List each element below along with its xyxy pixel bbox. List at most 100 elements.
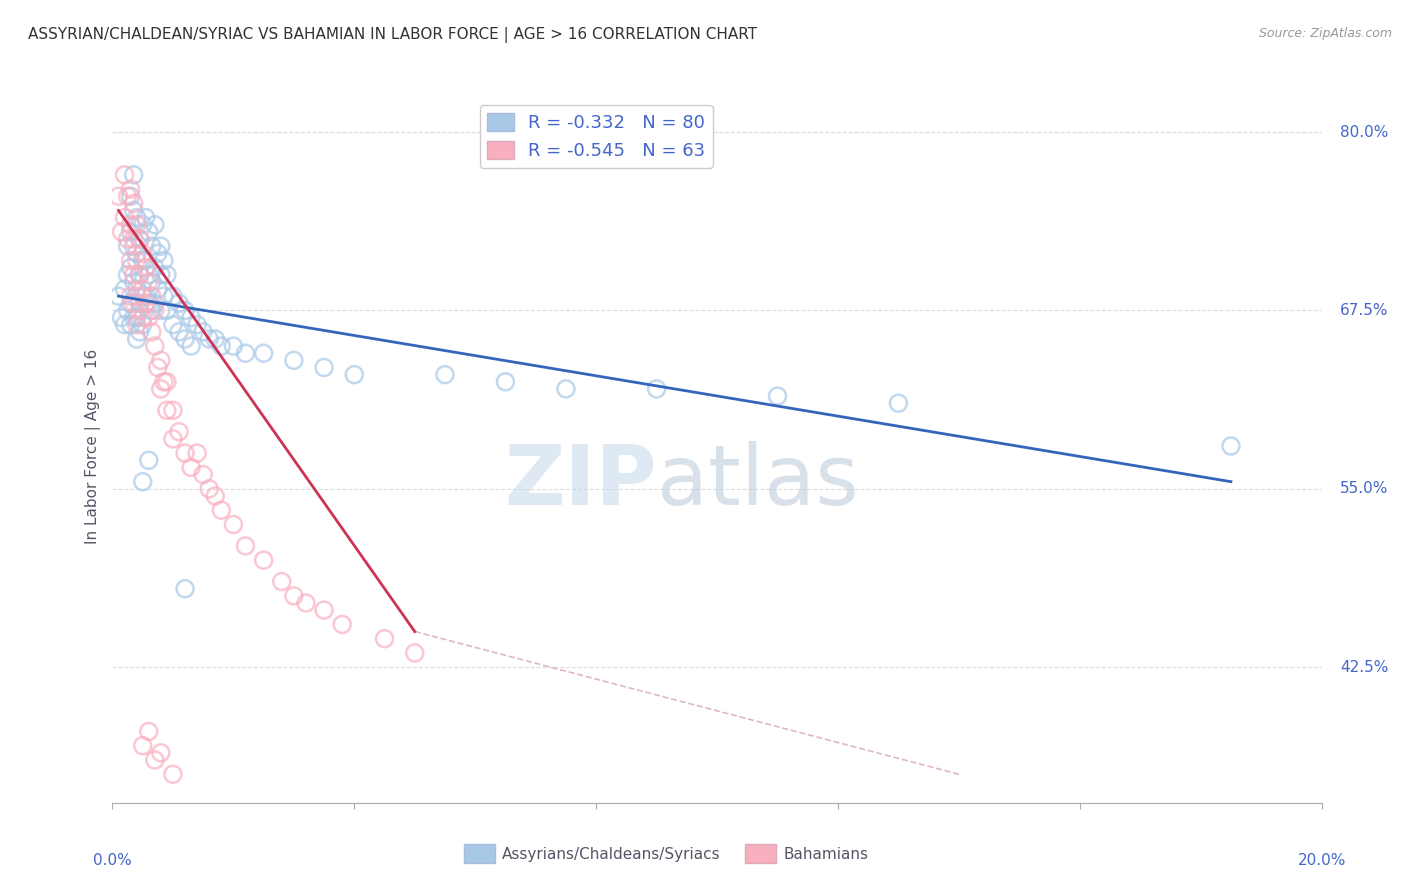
Point: [180, 310, 202, 325]
Point: [132, 282, 155, 296]
Legend: R = -0.332   N = 80, R = -0.545   N = 63: R = -0.332 N = 80, R = -0.545 N = 63: [479, 105, 713, 168]
Point: [120, 260, 142, 275]
Point: [198, 332, 221, 346]
Point: [235, 539, 257, 553]
Point: [128, 268, 150, 282]
Point: [125, 289, 148, 303]
Point: [110, 225, 132, 239]
Point: [222, 339, 245, 353]
Point: [135, 211, 157, 225]
Point: [343, 368, 366, 382]
Text: 67.5%: 67.5%: [1340, 303, 1388, 318]
Y-axis label: In Labor Force | Age > 16: In Labor Force | Age > 16: [86, 349, 101, 543]
Point: [180, 339, 202, 353]
Point: [122, 168, 145, 182]
Point: [198, 482, 221, 496]
Point: [132, 310, 155, 325]
Text: atlas: atlas: [657, 442, 858, 522]
Point: [138, 268, 160, 282]
Point: [117, 189, 139, 203]
Point: [135, 260, 157, 275]
Point: [209, 503, 232, 517]
Point: [125, 332, 148, 346]
Point: [314, 360, 336, 375]
Point: [122, 196, 145, 211]
Point: [143, 260, 166, 275]
Point: [554, 382, 576, 396]
Point: [204, 489, 226, 503]
Point: [766, 389, 789, 403]
Point: [141, 275, 163, 289]
Point: [132, 246, 155, 260]
Point: [156, 403, 179, 417]
Point: [174, 582, 197, 596]
Text: ASSYRIAN/CHALDEAN/SYRIAC VS BAHAMIAN IN LABOR FORCE | AGE > 16 CORRELATION CHART: ASSYRIAN/CHALDEAN/SYRIAC VS BAHAMIAN IN …: [28, 27, 758, 43]
Point: [149, 268, 172, 282]
Point: [138, 453, 160, 467]
Point: [404, 646, 426, 660]
Point: [295, 596, 318, 610]
Point: [125, 282, 148, 296]
Point: [374, 632, 396, 646]
Point: [174, 303, 197, 318]
Point: [495, 375, 517, 389]
Point: [114, 318, 136, 332]
Point: [120, 182, 142, 196]
Point: [120, 253, 142, 268]
Point: [125, 246, 148, 260]
Point: [167, 325, 190, 339]
Point: [191, 467, 215, 482]
Point: [132, 475, 155, 489]
Point: [167, 296, 190, 310]
Point: [120, 218, 142, 232]
Point: [132, 218, 155, 232]
Point: [125, 318, 148, 332]
Point: [135, 253, 157, 268]
Point: [153, 375, 176, 389]
Point: [1220, 439, 1243, 453]
Point: [107, 189, 129, 203]
Point: [156, 375, 179, 389]
Point: [128, 303, 150, 318]
Point: [180, 460, 202, 475]
Point: [253, 346, 276, 360]
Point: [270, 574, 292, 589]
Point: [135, 289, 157, 303]
Point: [114, 211, 136, 225]
Point: [143, 296, 166, 310]
Point: [122, 310, 145, 325]
Point: [174, 446, 197, 460]
Point: [209, 339, 232, 353]
Point: [132, 253, 155, 268]
Point: [186, 318, 208, 332]
Point: [120, 318, 142, 332]
Point: [153, 289, 176, 303]
Point: [122, 203, 145, 218]
Point: [138, 310, 160, 325]
Point: [887, 396, 910, 410]
Point: [204, 332, 226, 346]
Point: [141, 239, 163, 253]
Point: [162, 318, 184, 332]
Point: [128, 268, 150, 282]
Point: [162, 403, 184, 417]
Text: 20.0%: 20.0%: [1298, 853, 1346, 868]
Point: [122, 268, 145, 282]
Point: [253, 553, 276, 567]
Point: [128, 232, 150, 246]
Point: [125, 253, 148, 268]
Point: [114, 282, 136, 296]
Point: [167, 425, 190, 439]
Point: [122, 239, 145, 253]
Text: 55.0%: 55.0%: [1340, 482, 1388, 496]
Point: [122, 232, 145, 246]
Point: [117, 232, 139, 246]
Point: [125, 218, 148, 232]
Point: [117, 239, 139, 253]
Point: [156, 268, 179, 282]
Point: [128, 232, 150, 246]
Point: [122, 275, 145, 289]
Text: 80.0%: 80.0%: [1340, 125, 1388, 139]
Point: [153, 253, 176, 268]
Point: [149, 303, 172, 318]
